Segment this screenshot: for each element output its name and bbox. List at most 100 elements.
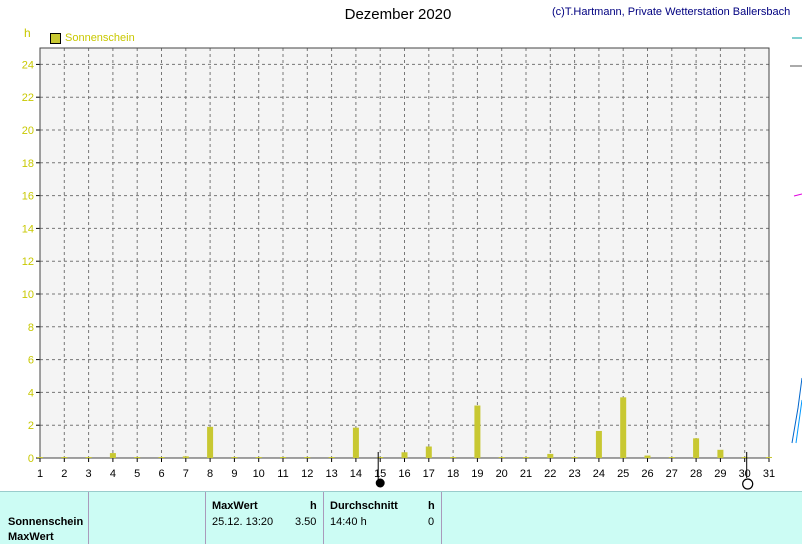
x-tick-label: 24	[593, 468, 605, 480]
bar	[498, 457, 505, 458]
y-axis-unit: h	[24, 26, 31, 40]
x-tick-label: 28	[690, 468, 702, 480]
bar	[377, 457, 384, 458]
x-tick-label: 25	[617, 468, 629, 480]
bar	[668, 457, 675, 458]
y-tick-label: 2	[28, 420, 34, 432]
bar	[352, 427, 359, 458]
x-tick-label: 7	[183, 468, 189, 480]
bar	[693, 438, 700, 458]
stats-panel: Sonnenschein MaxWert MaxWert h 25.12. 13…	[0, 491, 802, 544]
x-tick-label: 23	[568, 468, 580, 480]
avg-value: 0	[428, 516, 435, 528]
x-tick-label: 16	[398, 468, 410, 480]
bar	[134, 457, 141, 458]
max-unit: h	[310, 500, 317, 512]
x-tick-label: 2	[61, 468, 67, 480]
new-moon-marker	[742, 478, 754, 490]
credit-text: (c)T.Hartmann, Private Wetterstation Bal…	[552, 6, 791, 18]
stats-empty	[442, 492, 790, 544]
y-tick-label: 18	[22, 158, 34, 170]
bar	[741, 457, 748, 458]
x-tick-label: 21	[520, 468, 532, 480]
avg-header: Durchschnitt	[330, 500, 398, 512]
bar	[158, 457, 165, 458]
bar	[595, 430, 602, 458]
x-tick-label: 20	[496, 468, 508, 480]
bar	[231, 457, 238, 458]
row-label-maxwert: MaxWert	[8, 531, 54, 543]
y-tick-label: 4	[28, 387, 34, 399]
bar	[474, 405, 481, 458]
y-tick-label: 0	[28, 453, 34, 465]
x-tick-label: 6	[158, 468, 164, 480]
y-tick-label: 16	[22, 191, 34, 203]
bar	[523, 457, 529, 458]
y-tick-label: 8	[28, 322, 34, 334]
x-tick-label: 15	[374, 468, 386, 480]
x-tick-label: 10	[253, 468, 265, 480]
bar	[766, 457, 772, 458]
stats-max-column: MaxWert h 25.12. 13:20 3.50	[206, 492, 324, 544]
full-moon-marker	[375, 478, 385, 488]
avg-unit: h	[428, 500, 435, 512]
bar	[328, 457, 335, 458]
bar	[61, 457, 68, 458]
x-tick-label: 26	[641, 468, 653, 480]
bar	[85, 457, 92, 458]
bar	[425, 446, 432, 458]
legend-label: Sonnenschein	[65, 32, 135, 44]
y-tick-label: 10	[22, 289, 34, 301]
x-tick-label: 31	[763, 468, 775, 480]
x-tick-label: 12	[301, 468, 313, 480]
stats-avg-column: Durchschnitt h 14:40 h 0	[324, 492, 442, 544]
y-tick-label: 14	[22, 223, 34, 235]
bar	[450, 457, 457, 458]
bar	[644, 455, 651, 458]
bar	[37, 457, 43, 458]
x-tick-label: 18	[447, 468, 459, 480]
x-tick-label: 1	[37, 468, 43, 480]
bar	[547, 453, 554, 458]
stats-row-labels: Sonnenschein MaxWert	[0, 492, 89, 544]
x-tick-label: 29	[714, 468, 726, 480]
bar	[182, 456, 189, 458]
bar	[109, 453, 116, 458]
x-tick-label: 11	[277, 468, 288, 480]
y-tick-label: 22	[22, 92, 34, 104]
bar	[304, 457, 311, 458]
x-tick-label: 9	[231, 468, 237, 480]
max-value: 3.50	[295, 516, 317, 528]
x-tick-label: 27	[666, 468, 678, 480]
x-tick-label: 14	[350, 468, 362, 480]
y-tick-label: 12	[22, 256, 34, 268]
x-tick-label: 8	[207, 468, 213, 480]
x-tick-label: 22	[544, 468, 556, 480]
x-tick-label: 17	[423, 468, 435, 480]
row-label-sonnenschein: Sonnenschein	[8, 516, 84, 528]
bar	[401, 452, 408, 458]
stats-spacer	[89, 492, 206, 544]
y-tick-label: 6	[28, 355, 34, 367]
x-tick-label: 19	[471, 468, 483, 480]
bar	[207, 426, 214, 458]
legend-swatch	[50, 32, 61, 44]
x-tick-label: 3	[86, 468, 92, 480]
x-tick-label: 13	[325, 468, 337, 480]
adjacent-chart-edge	[790, 37, 802, 444]
legend: Sonnenschein	[50, 31, 135, 45]
bar	[255, 457, 262, 458]
y-tick-label: 20	[22, 125, 34, 137]
bar	[620, 397, 627, 458]
bar	[280, 457, 286, 458]
x-tick-label: 4	[110, 468, 116, 480]
chart-title: Dezember 2020	[344, 6, 452, 23]
bar	[571, 457, 578, 458]
max-time: 25.12. 13:20	[212, 516, 274, 528]
x-tick-label: 5	[134, 468, 140, 480]
x-tick-label: 30	[739, 468, 751, 480]
max-header: MaxWert	[212, 500, 258, 512]
y-tick-label: 24	[22, 59, 34, 71]
bar	[717, 449, 724, 458]
